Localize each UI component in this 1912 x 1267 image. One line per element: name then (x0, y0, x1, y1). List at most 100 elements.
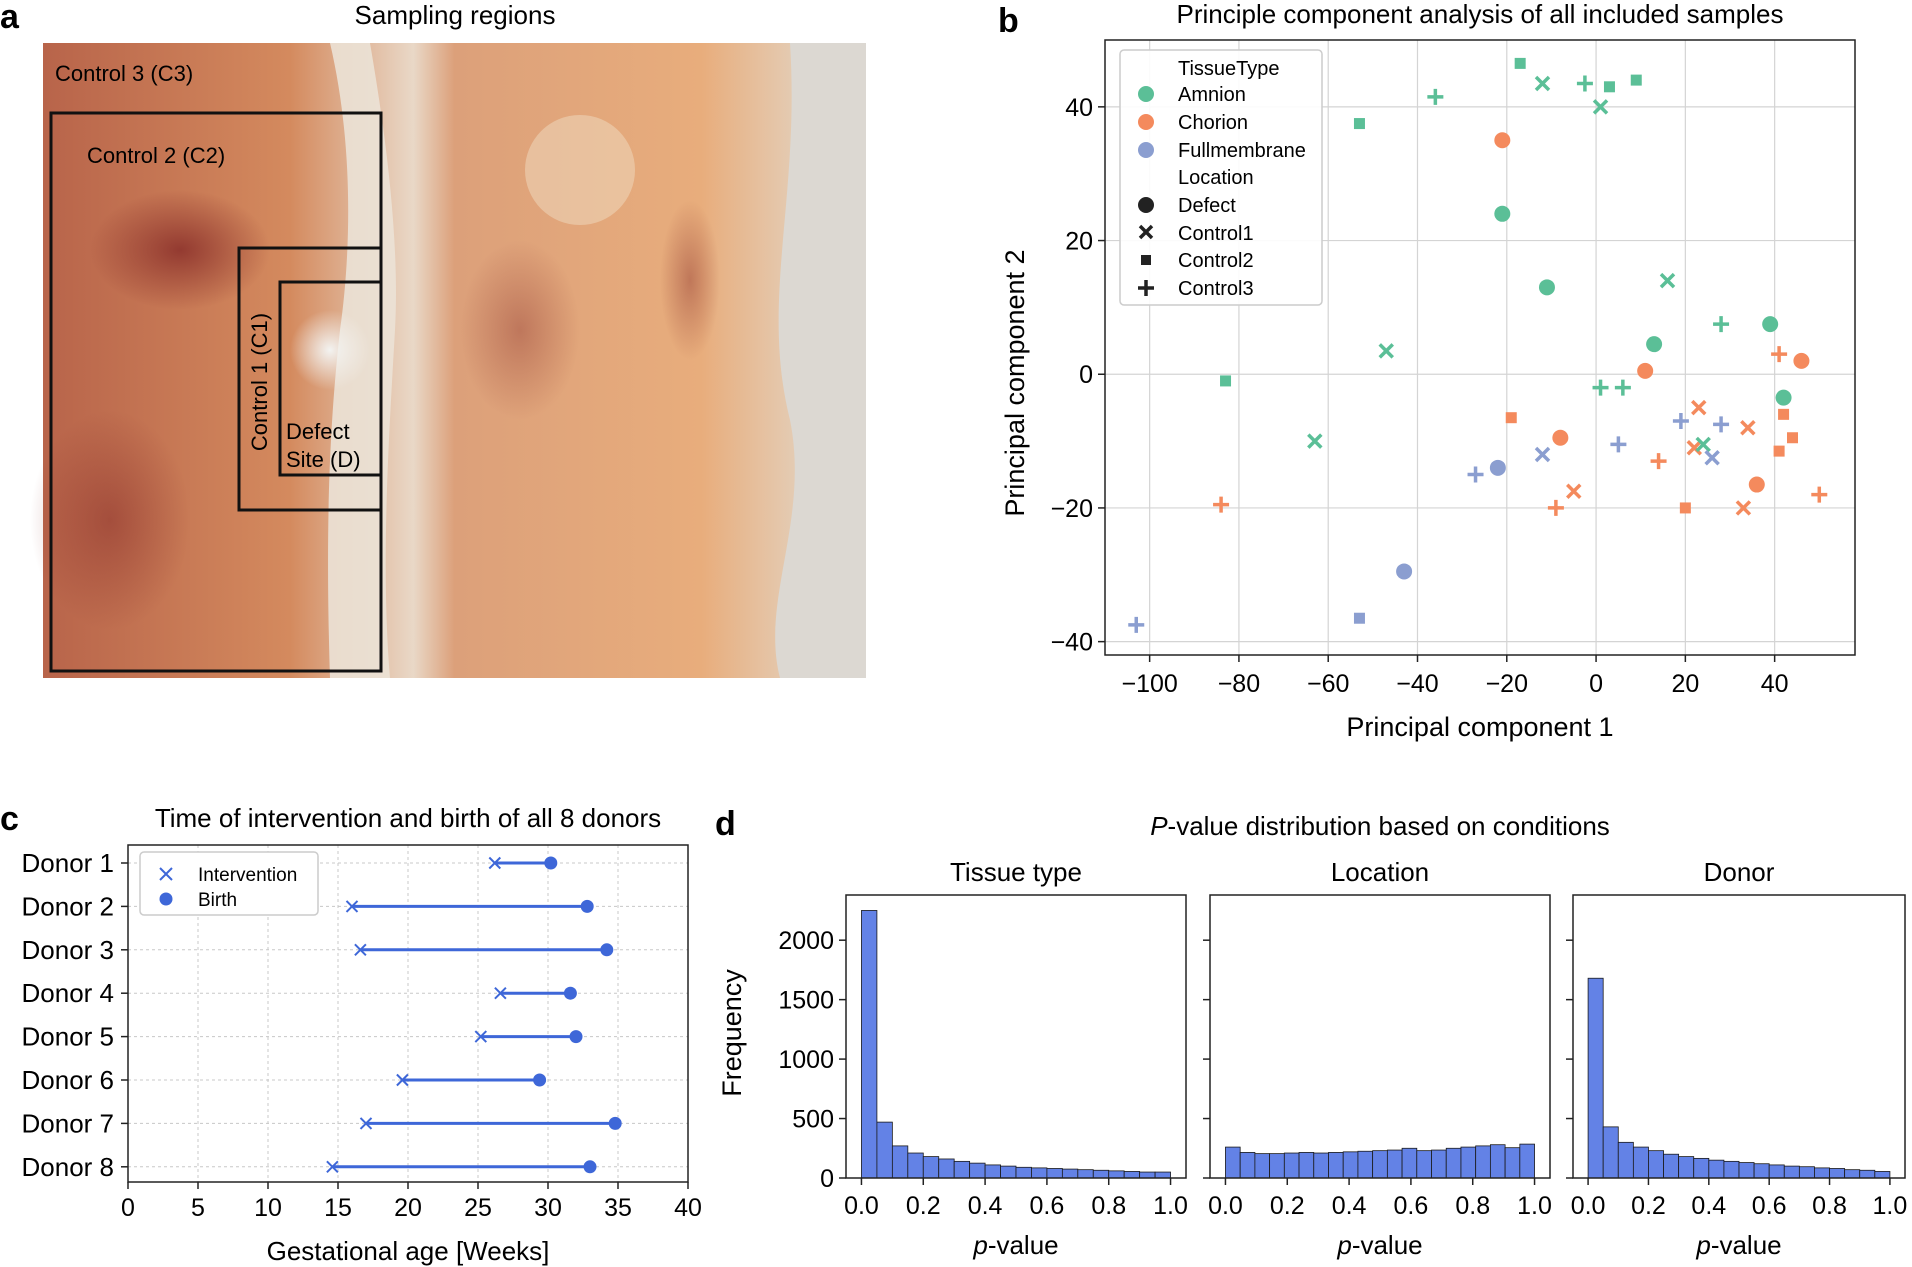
hist-bar-0-7 (969, 1162, 986, 1179)
hist-ytick-label-2: 1000 (778, 1046, 834, 1074)
donor-rows (326, 856, 622, 1174)
hist-bar-1-16 (1460, 1146, 1477, 1179)
pca-point-28 (1778, 408, 1790, 420)
legend-control1-label: Control1 (1178, 223, 1254, 245)
pca-point-36 (1213, 496, 1230, 513)
pca-ytick-label-0: −40 (1051, 629, 1093, 657)
pca-ticks: −100 −80 −60 −40 −20 0 20 40 −40 −20 0 20 40 (1051, 94, 1789, 698)
pca-point-42 (1610, 436, 1627, 453)
hist-subtitle-2: Donor (1704, 857, 1775, 887)
region-c3-label: Control 3 (C3) (55, 61, 193, 86)
hist-panel-0: 0.0 0.2 0.4 0.6 0.8 1.0 0 500 1000 1500 2000 Tissue… (778, 857, 1188, 1260)
donor-label-6: Donor 6 (22, 1065, 115, 1095)
hist-bar-0-6 (953, 1160, 971, 1179)
hist-bar-1-4 (1283, 1152, 1300, 1179)
pca-point-49 (1353, 612, 1365, 624)
hist-xtick-label-1-5: 1.0 (1517, 1192, 1552, 1220)
legend-chorion-label: Chorion (1178, 112, 1248, 134)
hist-bar-1-12 (1401, 1147, 1418, 1179)
hist-bar-2-18 (1859, 1169, 1876, 1179)
pca-xtick-label-5: 0 (1589, 670, 1603, 698)
hist-ytick-label-4: 2000 (778, 927, 834, 955)
hist-bar-1-10 (1372, 1150, 1388, 1179)
hist-bar-2-6 (1678, 1156, 1695, 1179)
donor-xlabel: Gestational age [Weeks] (267, 1236, 550, 1266)
pca-point-17 (1592, 379, 1609, 396)
region-c2-label: Control 2 (C2) (87, 143, 225, 168)
hist-xtick-label-0-2: 0.4 (968, 1192, 1003, 1220)
pca-point-11 (1659, 272, 1676, 289)
pca-point-37 (1679, 502, 1691, 514)
hist-bar-2-10 (1738, 1162, 1755, 1179)
hist-subtitle-0: Tissue type (950, 857, 1082, 887)
hist-bar-1-3 (1269, 1153, 1285, 1179)
pca-point-46 (1489, 459, 1506, 476)
hist-title: P-value distribution based on conditions (1150, 811, 1610, 841)
hist-bar-0-17 (1123, 1171, 1141, 1179)
hist-bar-2-13 (1783, 1165, 1800, 1179)
hist-ylabel: Frequency (717, 969, 747, 1097)
hist-xtick-label-0-3: 0.6 (1030, 1192, 1065, 1220)
pca-point-7 (1353, 118, 1365, 130)
legend-birth-marker (159, 892, 173, 906)
panel-a: a Sampling regions (0, 0, 866, 678)
hist-bar-1-9 (1357, 1150, 1374, 1179)
legend-intervention-marker (159, 867, 173, 881)
hist-xtick-label-2-3: 0.6 (1752, 1192, 1787, 1220)
pca-point-13 (1646, 336, 1663, 353)
legend-control2-label: Control2 (1178, 250, 1254, 272)
hist-bar-0-19 (1154, 1171, 1171, 1179)
donor-ticks: 0 5 10 15 20 25 30 35 40 Donor 1 Donor 2 Donor 3 Don… (22, 844, 702, 1222)
pca-xtick-label-4: −20 (1486, 670, 1528, 698)
hist-xtick-label-0-0: 0.0 (844, 1192, 879, 1220)
legend-amnion-marker (1138, 86, 1154, 102)
hist-bar-0-9 (1000, 1165, 1017, 1179)
region-defect-label-line1: Defect (286, 419, 350, 444)
hist-bar-2-1 (1602, 1126, 1619, 1179)
hist-bar-2-17 (1844, 1169, 1861, 1179)
donor-birth-6 (533, 1073, 547, 1087)
pca-point-23 (1307, 433, 1323, 449)
hist-xtick-label-0-5: 1.0 (1153, 1192, 1188, 1220)
pca-point-41 (1534, 446, 1551, 463)
pca-point-29 (1787, 432, 1798, 444)
donor-intervention-5 (474, 1030, 488, 1043)
pca-point-6 (1427, 88, 1444, 105)
pca-point-4 (1630, 74, 1642, 86)
donor-label-8: Donor 8 (22, 1152, 115, 1182)
donor-plot-frame (127, 844, 689, 1183)
legend-amnion-label: Amnion (1178, 84, 1246, 106)
legend-birth-label: Birth (198, 890, 237, 911)
hist-bar-2-5 (1663, 1153, 1680, 1179)
donor-xtick-label-4: 20 (394, 1194, 422, 1222)
pca-point-1 (1534, 75, 1551, 92)
pca-xtick-label-1: −80 (1218, 670, 1260, 698)
donor-intervention-7 (359, 1117, 373, 1130)
hist-xlabel-1: p-value (1336, 1230, 1422, 1260)
pca-point-20 (1637, 362, 1654, 379)
hist-xtick-label-2-2: 0.4 (1691, 1192, 1726, 1220)
hist-bar-0-18 (1139, 1171, 1156, 1179)
donor-birth-1 (544, 856, 558, 870)
donor-xtick-label-7: 35 (604, 1194, 632, 1222)
panel-c-label: c (0, 800, 19, 838)
pca-legend: TissueType Amnion Chorion Fullmembrane L… (1119, 49, 1323, 306)
hist-xtick-label-1-2: 0.4 (1332, 1192, 1367, 1220)
panel-d-label: d (715, 805, 736, 843)
pca-ytick-label-3: 20 (1065, 228, 1093, 256)
hist-bar-0-16 (1108, 1170, 1125, 1179)
donor-intervention-2 (345, 900, 359, 913)
pca-point-21 (1771, 346, 1788, 363)
hist-bar-0-5 (938, 1158, 955, 1179)
pca-point-0 (1514, 57, 1526, 69)
pca-point-27 (1740, 419, 1756, 436)
region-c1-label: Control 1 (C1) (247, 313, 272, 451)
pca-plot-frame (1104, 39, 1856, 656)
hist-bar-0-14 (1077, 1169, 1094, 1179)
hist-bar-2-8 (1708, 1159, 1725, 1179)
pca-point-2 (1576, 75, 1593, 92)
legend-control3-label: Control3 (1178, 278, 1254, 300)
donor-birth-8 (583, 1160, 597, 1174)
hist-bar-1-13 (1416, 1150, 1432, 1179)
hist-bar-0-3 (907, 1152, 924, 1179)
